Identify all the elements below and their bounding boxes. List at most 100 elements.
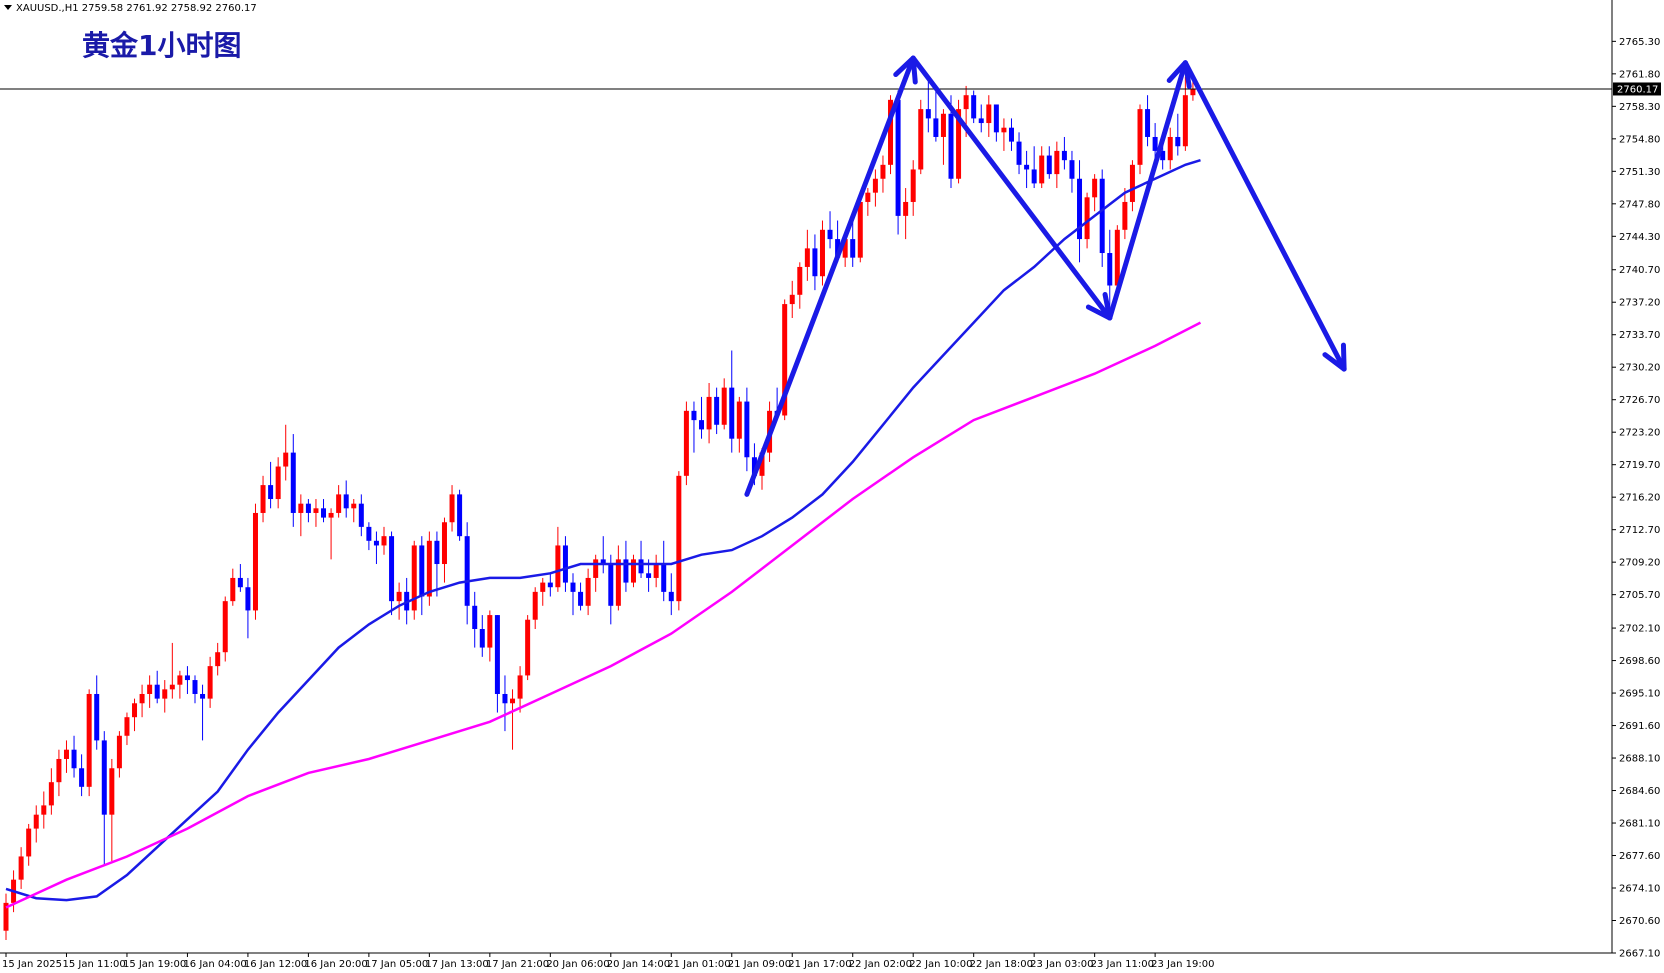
price-tick-label: 2758.30	[1619, 102, 1660, 113]
candle-body	[260, 485, 266, 513]
candle-body	[842, 239, 848, 258]
candle	[381, 526, 387, 555]
candle	[600, 536, 606, 574]
candle-body	[714, 396, 720, 425]
candle-body	[857, 201, 863, 258]
candle	[895, 90, 901, 235]
candle-body	[252, 512, 258, 611]
candle-body	[585, 577, 591, 606]
price-tick-label: 2709.20	[1619, 558, 1660, 569]
candle	[169, 642, 175, 699]
candle-body	[1175, 136, 1181, 147]
candle-body	[419, 545, 425, 597]
candle-body	[532, 591, 538, 620]
candle-body	[33, 814, 39, 829]
candle-body	[479, 629, 485, 648]
candle-body	[18, 856, 24, 880]
candle	[1046, 146, 1052, 179]
arrow-shaft	[910, 55, 1113, 321]
candle-body	[351, 503, 357, 509]
candle	[215, 642, 221, 676]
candle	[116, 731, 122, 778]
price-tick-label: 2765.30	[1619, 37, 1660, 48]
candle	[18, 847, 24, 889]
candle-body	[101, 740, 107, 815]
candle	[918, 99, 924, 175]
candle-body	[132, 703, 138, 718]
candle	[396, 582, 402, 620]
candle-body	[978, 118, 984, 124]
candle	[426, 531, 432, 606]
candle-body	[971, 95, 977, 119]
candle-body	[729, 387, 735, 439]
candle	[109, 758, 115, 862]
price-tick-label: 2702.10	[1619, 624, 1660, 635]
price-tick-label: 2677.60	[1619, 851, 1660, 862]
candle-body	[434, 540, 440, 565]
candle	[721, 378, 727, 430]
candle	[789, 280, 795, 319]
candle	[162, 680, 168, 713]
candle	[1167, 127, 1173, 170]
candle-body	[510, 698, 516, 704]
candle	[850, 220, 856, 267]
current-price-tag-box	[1613, 82, 1661, 96]
candle-body	[494, 615, 500, 694]
candle	[736, 396, 742, 453]
candle	[1061, 136, 1067, 170]
candles-layer	[3, 72, 1196, 941]
candle	[63, 740, 69, 773]
candle	[532, 587, 538, 630]
candle	[101, 731, 107, 866]
candle-body	[321, 508, 327, 518]
candle-body	[1160, 150, 1166, 161]
candle-body	[1114, 229, 1120, 286]
candle-body	[283, 452, 289, 467]
candle-body	[872, 178, 878, 193]
price-tick-label: 2705.70	[1619, 590, 1660, 601]
candle-body	[804, 248, 810, 267]
candle	[1039, 146, 1045, 189]
price-tick-label: 2667.10	[1619, 949, 1660, 960]
candle	[608, 554, 614, 625]
candle	[1069, 150, 1075, 193]
time-tick-label: 16 Jan 20:00	[304, 959, 367, 970]
candle	[933, 85, 939, 142]
candle-body	[699, 420, 705, 430]
candle	[1092, 174, 1098, 212]
time-tick-label: 17 Jan 13:00	[425, 959, 488, 970]
price-tick-label: 2719.70	[1619, 460, 1660, 471]
candle	[343, 480, 349, 518]
candle-body	[956, 109, 962, 179]
candle-body	[1099, 178, 1105, 254]
candle	[268, 461, 274, 509]
chart-menu-icon[interactable]	[4, 5, 12, 10]
candle-body	[593, 559, 599, 578]
ma-long-line	[5, 321, 1202, 909]
candle	[540, 577, 546, 606]
candle-body	[630, 559, 636, 583]
price-tick-label: 2726.70	[1619, 395, 1660, 406]
candle-body	[177, 675, 183, 685]
candle-body	[615, 559, 621, 606]
candle-body	[502, 693, 508, 704]
candle-body	[411, 545, 417, 611]
candle-body	[139, 693, 145, 704]
candle-body	[850, 239, 856, 258]
candle-body	[48, 782, 54, 806]
moving-averages-layer	[5, 159, 1202, 909]
candle	[494, 615, 500, 713]
candle-body	[275, 466, 281, 500]
candle-body	[578, 591, 584, 606]
candle	[615, 545, 621, 611]
price-tick-label: 2716.20	[1619, 493, 1660, 504]
candle	[207, 656, 213, 708]
candle-body	[1008, 127, 1014, 142]
arrow-shaft	[1182, 60, 1347, 372]
price-tick-label: 2681.10	[1619, 819, 1660, 830]
candle	[132, 698, 138, 732]
candle	[298, 494, 304, 537]
candle-body	[993, 104, 999, 133]
candle-body	[933, 118, 939, 137]
candle-body	[71, 749, 77, 769]
